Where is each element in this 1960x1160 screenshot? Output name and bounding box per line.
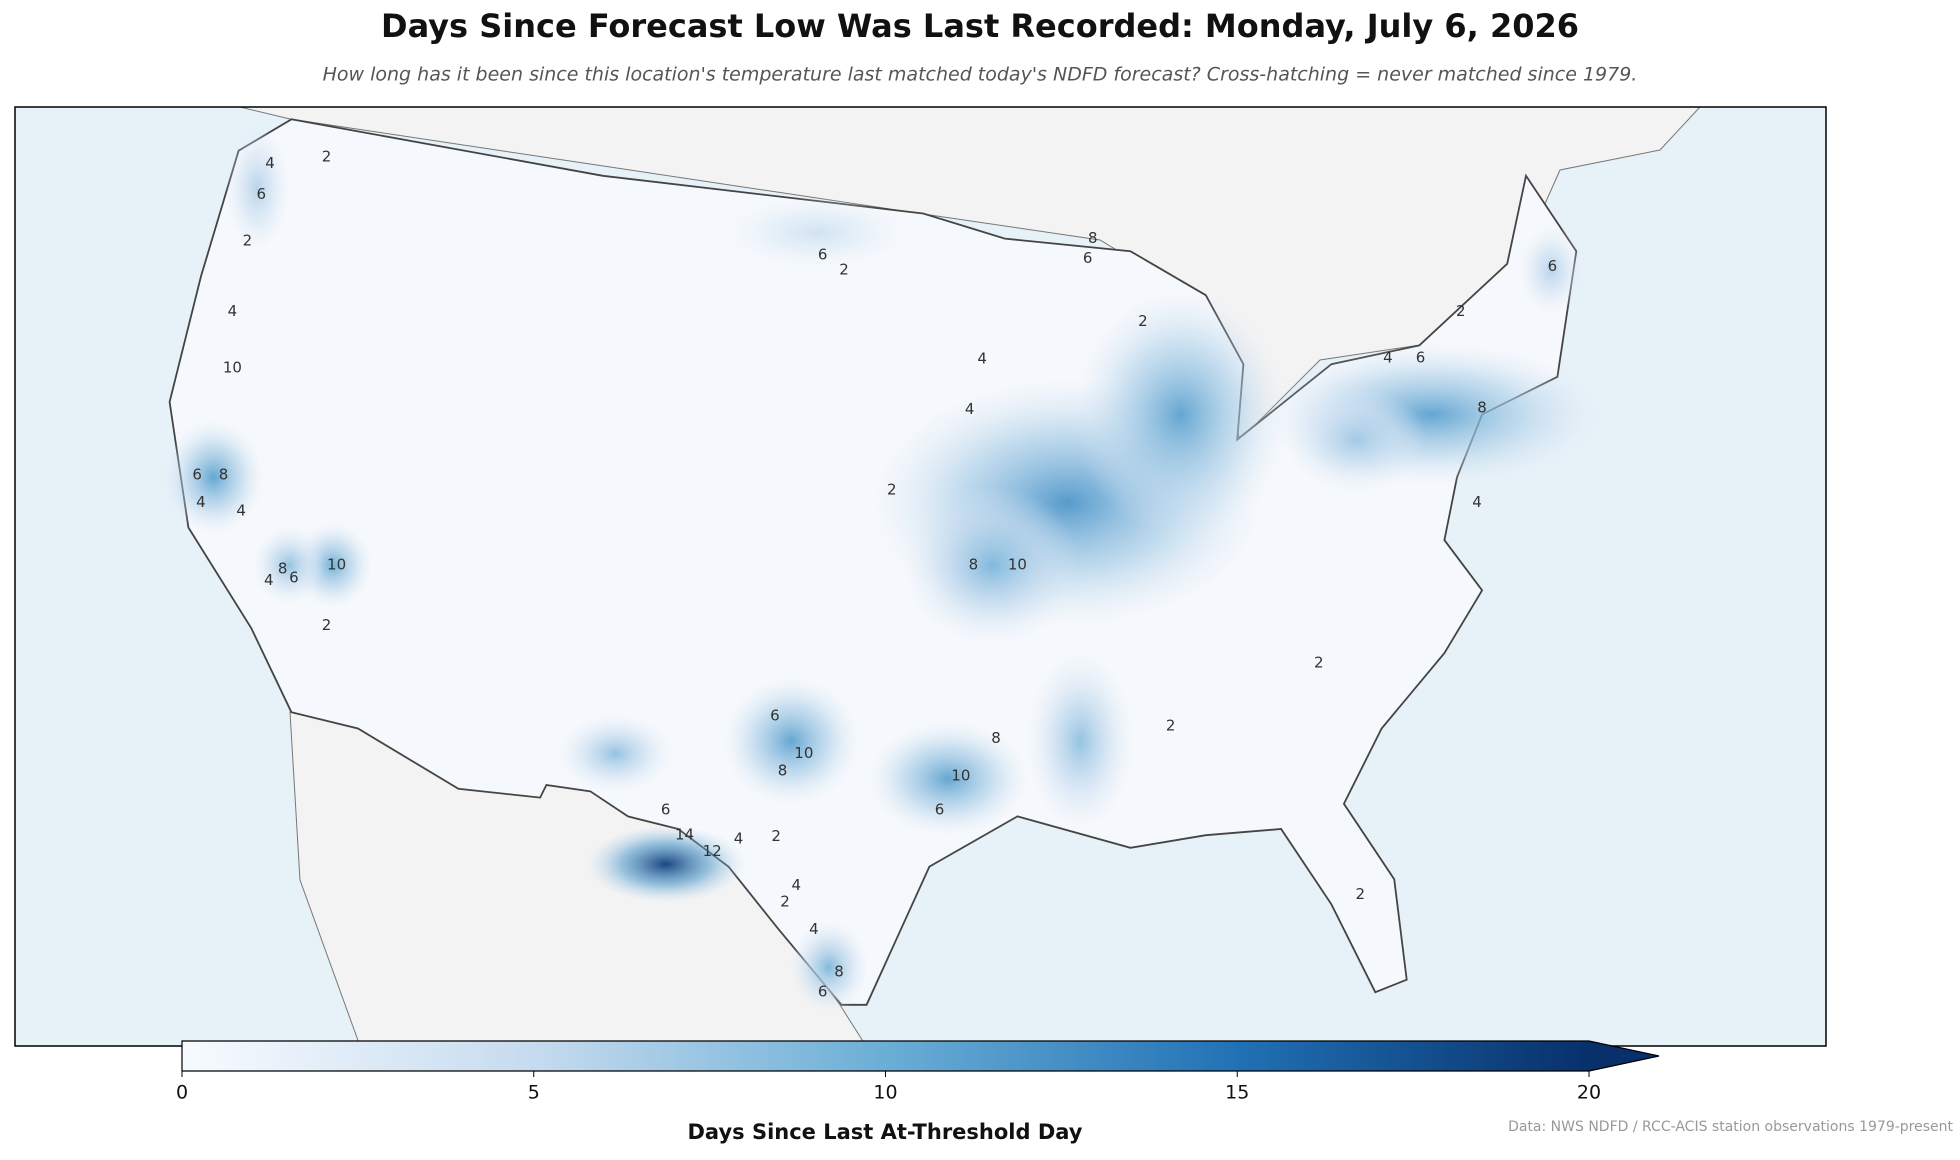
contour-label: 4 [1472, 493, 1482, 511]
hotspot [225, 126, 290, 250]
contour-label: 4 [977, 350, 987, 368]
hotspot [724, 677, 859, 805]
colorbar-tick-label: 20 [1577, 1082, 1601, 1104]
contour-label: 8 [834, 963, 844, 981]
hotspot [164, 421, 263, 534]
contour-label: 4 [1383, 348, 1393, 366]
contour-label: 10 [794, 744, 813, 762]
contour-label: 6 [256, 185, 266, 203]
contour-label: 6 [935, 801, 945, 819]
contour-label: 4 [236, 502, 246, 520]
contour-label: 2 [1314, 654, 1324, 672]
hotspot [1519, 226, 1583, 314]
hotspot [1027, 653, 1133, 829]
contour-label: 8 [219, 465, 229, 483]
contour-label: 4 [264, 571, 274, 589]
colorbar-label: Days Since Last At-Threshold Day [688, 1120, 1083, 1144]
hotspots [164, 126, 1599, 1013]
contour-label: 4 [965, 400, 975, 418]
hotspot [1075, 291, 1287, 538]
contour-label: 6 [818, 983, 828, 1001]
contour-label: 6 [1548, 257, 1558, 275]
contour-label: 2 [1355, 885, 1365, 903]
contour-label: 10 [327, 556, 346, 574]
contour-label: 4 [265, 154, 275, 172]
contour-label: 8 [1477, 399, 1487, 417]
hotspot [559, 714, 672, 793]
colorbar-tick-label: 15 [1225, 1082, 1249, 1104]
contour-label: 6 [818, 245, 828, 263]
colorbar-outline [181, 1040, 1660, 1072]
subtitle: How long has it been since this location… [323, 64, 1638, 86]
contour-label: 4 [809, 920, 819, 938]
hotspot [1286, 386, 1427, 493]
contour-label: 2 [1166, 716, 1176, 734]
contour-label: 2 [1138, 312, 1148, 330]
contour-label: 14 [675, 826, 694, 844]
hotspot [586, 825, 745, 903]
contour-label: 2 [1456, 302, 1466, 320]
hotspot [790, 921, 868, 1013]
contour-label: 2 [243, 232, 253, 250]
hotspot [869, 722, 1028, 835]
contour-label: 8 [969, 556, 979, 574]
hotspot [253, 526, 325, 604]
colorbar-tick-label: 10 [873, 1082, 897, 1104]
contour-label: 2 [887, 480, 897, 498]
contour-label: 6 [770, 706, 780, 724]
title: Days Since Forecast Low Was Last Recorde… [381, 7, 1579, 45]
contour-label: 6 [1083, 249, 1093, 267]
contour-label: 6 [192, 465, 202, 483]
contour-label: 4 [196, 493, 206, 511]
hotspot [728, 197, 905, 268]
contour-label: 10 [223, 359, 242, 377]
contour-label: 8 [1088, 229, 1098, 247]
contour-label: 8 [778, 762, 788, 780]
contour-label: 2 [839, 261, 849, 279]
contour-label: 8 [278, 559, 288, 577]
hotspot [904, 486, 1081, 645]
colorbar: 0 5 10 15 20 [176, 1040, 1660, 1104]
colorbar-extend [1589, 1041, 1659, 1071]
contour-label: 4 [734, 830, 744, 848]
contour-label: 2 [322, 148, 332, 166]
contour-label: 6 [1416, 348, 1426, 366]
colorbar-tick-label: 5 [528, 1082, 540, 1104]
contour-label: 10 [1008, 556, 1027, 574]
contour-label: 2 [322, 616, 332, 634]
contour-label: 4 [792, 876, 802, 894]
credit: Data: NWS NDFD / RCC-ACIS station observ… [1508, 1119, 1953, 1135]
contour-label: 2 [780, 892, 790, 910]
colorbar-ramp [182, 1041, 1589, 1071]
contour-label: 2 [771, 827, 781, 845]
colorbar-tick-label: 0 [176, 1082, 188, 1104]
contour-label: 8 [991, 729, 1001, 747]
contour-label: 6 [661, 801, 671, 819]
contour-label: 4 [228, 302, 238, 320]
contour-label: 12 [703, 842, 722, 860]
contour-label: 10 [951, 767, 970, 785]
contour-label: 6 [289, 568, 299, 586]
